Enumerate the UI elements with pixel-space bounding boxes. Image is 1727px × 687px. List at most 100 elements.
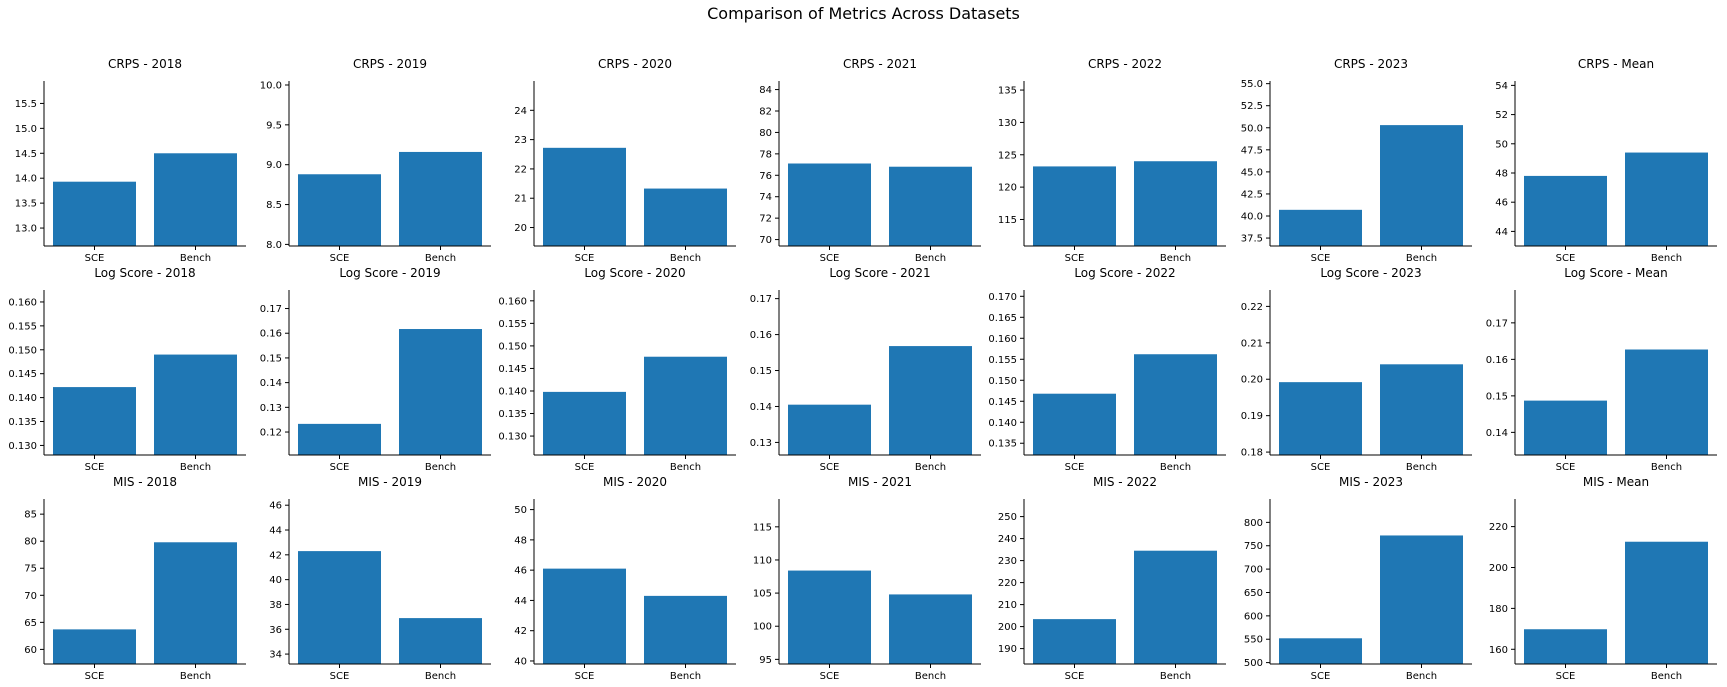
mis-2019-bar-sce — [298, 551, 381, 664]
mis-2020-panel: MIS - 2020 SCE Bench 40 42 44 46 48 50 — [514, 475, 736, 682]
log-score-2022-ytick-label: 0.170 — [988, 292, 1017, 303]
log-score-2018-bar-sce — [53, 387, 136, 455]
log-score-2018-ytick-label: 0.160 — [8, 297, 37, 308]
crps-2023-xtick-label-bench: Bench — [1406, 253, 1437, 264]
crps-2022-bar-sce — [1033, 166, 1116, 246]
mis-2023-title: MIS - 2023 — [1339, 475, 1403, 489]
log-score-2020-ytick-label: 0.150 — [498, 341, 527, 352]
log-score-2022-ytick-label: 0.160 — [988, 334, 1017, 345]
log-score-2021-ytick-label: 0.13 — [750, 438, 772, 449]
mis-2023-ytick-label: 700 — [1244, 565, 1263, 576]
log-score-mean-xtick-label-bench: Bench — [1651, 462, 1682, 473]
mis-2023-ytick-label: 550 — [1244, 635, 1263, 646]
log-score-2023-ytick-label: 0.19 — [1241, 411, 1263, 422]
crps-2021-panel: CRPS - 2021 SCE Bench 70 72 74 76 78 80 82 84 — [759, 57, 981, 264]
log-score-2018-bar-bench — [154, 354, 237, 455]
crps-mean-xtick-label-sce: SCE — [1556, 253, 1576, 264]
log-score-2020-panel: Log Score - 2020 SCE Bench 0.130 0.135 0.140 0… — [498, 266, 736, 473]
log-score-mean-panel: Log Score - Mean SCE Bench 0.14 0.15 0.16 0.17 — [1486, 266, 1717, 473]
figure-title: Comparison of Metrics Across Datasets — [707, 4, 1020, 23]
log-score-2022-title: Log Score - 2022 — [1074, 266, 1175, 280]
log-score-2022-ytick-label: 0.155 — [988, 355, 1017, 366]
log-score-mean-ytick-label: 0.14 — [1486, 428, 1508, 439]
crps-2022-ytick-label: 125 — [998, 150, 1017, 161]
log-score-2019-ytick-label: 0.15 — [260, 353, 282, 364]
mis-2018-ytick-label: 65 — [24, 618, 37, 629]
crps-2021-ytick-label: 80 — [759, 128, 772, 139]
mis-2020-title: MIS - 2020 — [603, 475, 667, 489]
crps-2022-ytick-label: 130 — [998, 118, 1017, 129]
log-score-2022-xtick-label-bench: Bench — [1160, 462, 1191, 473]
log-score-2019-bar-sce — [298, 423, 381, 455]
mis-2023-ytick-label: 650 — [1244, 588, 1263, 599]
log-score-2019-ytick-label: 0.12 — [260, 428, 282, 439]
mis-mean-ytick-label: 200 — [1489, 563, 1508, 574]
crps-2023-ytick-label: 50.0 — [1241, 123, 1263, 134]
mis-2022-ytick-label: 210 — [998, 600, 1017, 611]
log-score-2021-xtick-label-bench: Bench — [915, 462, 946, 473]
mis-2021-ytick-label: 115 — [753, 522, 772, 533]
crps-2021-xtick-label-sce: SCE — [820, 253, 840, 264]
log-score-mean-title: Log Score - Mean — [1564, 266, 1668, 280]
log-score-2022-ytick-label: 0.140 — [988, 418, 1017, 429]
log-score-2018-ytick-label: 0.135 — [8, 417, 37, 428]
crps-2021-xtick-label-bench: Bench — [915, 253, 946, 264]
crps-2020-ytick-label: 21 — [514, 194, 527, 205]
mis-2018-ytick-label: 80 — [24, 537, 37, 548]
log-score-mean-xtick-label-sce: SCE — [1556, 462, 1576, 473]
log-score-2018-xtick-label-bench: Bench — [180, 462, 211, 473]
mis-2022-ytick-label: 190 — [998, 644, 1017, 655]
mis-2019-ytick-label: 42 — [269, 550, 282, 561]
crps-2020-ytick-label: 23 — [514, 135, 527, 146]
mis-2023-ytick-label: 500 — [1244, 658, 1263, 669]
log-score-2020-bar-sce — [543, 391, 626, 455]
crps-mean-bar-sce — [1524, 175, 1607, 246]
crps-2021-bar-sce — [788, 163, 871, 246]
crps-2022-ytick-label: 135 — [998, 86, 1017, 97]
mis-2022-ytick-label: 250 — [998, 512, 1017, 523]
crps-2022-ytick-label: 120 — [998, 183, 1017, 194]
log-score-2022-bar-bench — [1134, 354, 1217, 455]
mis-2019-xtick-label-bench: Bench — [425, 671, 456, 682]
mis-2020-ytick-label: 48 — [514, 535, 527, 546]
crps-2021-bar-bench — [889, 166, 972, 246]
log-score-2019-ytick-label: 0.13 — [260, 403, 282, 414]
mis-2021-ytick-label: 110 — [753, 555, 772, 566]
log-score-2022-xtick-label-sce: SCE — [1065, 462, 1085, 473]
crps-mean-ytick-label: 50 — [1495, 139, 1508, 150]
crps-2018-title: CRPS - 2018 — [108, 57, 182, 71]
mis-2020-xtick-label-bench: Bench — [670, 671, 701, 682]
crps-2019-ytick-label: 9.5 — [266, 120, 282, 131]
mis-2020-bar-sce — [543, 568, 626, 664]
log-score-2019-title: Log Score - 2019 — [339, 266, 440, 280]
crps-2020-ytick-label: 20 — [514, 223, 527, 234]
mis-mean-ytick-label: 180 — [1489, 604, 1508, 615]
log-score-2021-ytick-label: 0.14 — [750, 402, 772, 413]
mis-mean-xtick-label-sce: SCE — [1556, 671, 1576, 682]
crps-mean-ytick-label: 52 — [1495, 110, 1508, 121]
mis-2019-ytick-label: 40 — [269, 575, 282, 586]
mis-2018-ytick-label: 85 — [24, 510, 37, 521]
mis-2018-panel: MIS - 2018 SCE Bench 60 65 70 75 80 85 — [24, 475, 246, 682]
mis-2019-panel: MIS - 2019 SCE Bench 34 36 38 40 42 44 46 — [269, 475, 491, 682]
crps-2018-xtick-label-sce: SCE — [85, 253, 105, 264]
mis-2021-ytick-label: 100 — [753, 622, 772, 633]
mis-2022-ytick-label: 200 — [998, 622, 1017, 633]
crps-2018-xtick-label-bench: Bench — [180, 253, 211, 264]
log-score-mean-bar-sce — [1524, 400, 1607, 455]
mis-2021-title: MIS - 2021 — [848, 475, 912, 489]
mis-2019-xtick-label-sce: SCE — [330, 671, 350, 682]
log-score-2019-xtick-label-bench: Bench — [425, 462, 456, 473]
crps-2022-title: CRPS - 2022 — [1088, 57, 1162, 71]
mis-2018-ytick-label: 60 — [24, 645, 37, 656]
mis-2018-ytick-label: 75 — [24, 564, 37, 575]
crps-2023-ytick-label: 55.0 — [1241, 79, 1263, 90]
mis-2019-title: MIS - 2019 — [358, 475, 422, 489]
mis-2022-title: MIS - 2022 — [1093, 475, 1157, 489]
log-score-2022-bar-sce — [1033, 393, 1116, 455]
mis-mean-xtick-label-bench: Bench — [1651, 671, 1682, 682]
mis-2019-ytick-label: 44 — [269, 526, 282, 537]
crps-mean-title: CRPS - Mean — [1578, 57, 1654, 71]
crps-2019-panel: CRPS - 2019 SCE Bench 8.0 8.5 9.0 9.5 10.0 — [260, 57, 491, 264]
